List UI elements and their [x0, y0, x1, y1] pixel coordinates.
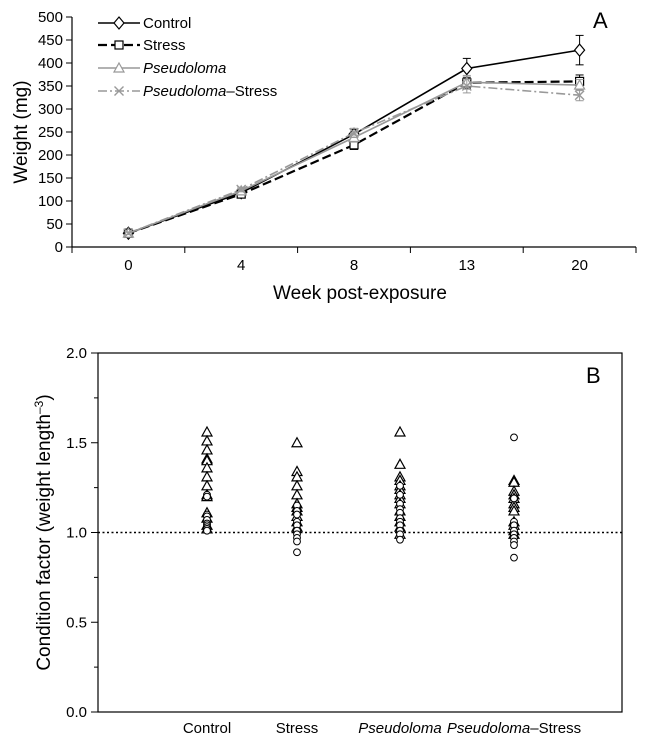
x-tick-label: 20 — [571, 257, 588, 274]
legend-label: Pseudoloma — [143, 60, 226, 77]
y-axis-title: Weight (mg) — [11, 80, 32, 183]
x-tick-label: 8 — [350, 257, 358, 274]
triangle-point — [290, 479, 304, 491]
data-point — [123, 228, 134, 239]
data-point — [236, 184, 247, 195]
y-tick-label: 350 — [38, 78, 63, 95]
triangle-point — [507, 504, 521, 516]
x-category-label: Stress — [276, 720, 319, 737]
y-tick-label: 500 — [38, 9, 63, 26]
circle-point — [510, 553, 518, 562]
legend-marker — [114, 40, 124, 50]
legend-label: Control — [143, 15, 191, 32]
data-point — [349, 127, 359, 138]
y-tick-label: 250 — [38, 124, 63, 141]
triangle-point — [290, 488, 304, 500]
legend-marker — [112, 61, 126, 73]
triangle-point — [393, 425, 407, 437]
circle-point — [396, 490, 404, 499]
circle-point — [510, 433, 518, 442]
y-tick-label: 400 — [38, 55, 63, 72]
data-point — [461, 81, 472, 91]
y-tick-label: 150 — [38, 170, 63, 187]
x-category-label: Pseudoloma–Stress — [447, 720, 581, 737]
x-category-label: Pseudoloma — [358, 720, 441, 737]
triangle-point — [290, 436, 304, 448]
x-tick-label: 13 — [458, 257, 475, 274]
x-category-label: Control — [183, 720, 231, 737]
circle-point — [510, 541, 518, 549]
data-point — [573, 78, 586, 90]
panel-label: A — [593, 8, 608, 33]
panel-label: B — [586, 363, 601, 388]
legend: Control Stress Pseudoloma Pseudoloma–Stress — [98, 15, 277, 100]
data-point — [574, 90, 585, 101]
circle-point — [293, 548, 301, 557]
circle-point — [510, 494, 518, 503]
y-tick-label: 200 — [38, 147, 63, 164]
triangle-point — [393, 458, 407, 469]
y-tick-label: 1.5 — [66, 435, 87, 452]
triangle-point — [200, 425, 214, 437]
series-line-1 — [128, 80, 580, 235]
circle-point — [293, 510, 301, 519]
legend-marker — [113, 16, 125, 30]
circle-point — [203, 526, 211, 535]
legend-label: Stress — [143, 37, 186, 54]
y-tick-label: 50 — [46, 216, 63, 233]
y-tick-label: 0 — [55, 239, 63, 256]
circle-point — [396, 535, 404, 544]
legend-marker — [114, 86, 124, 96]
data-point — [461, 61, 473, 76]
y-tick-label: 0.0 — [66, 704, 87, 721]
panel-b-condition-factor-chart: 0.0 0.5 1.0 1.5 2.0 Condition factor (weight … — [32, 345, 623, 737]
triangle-point — [200, 443, 214, 455]
y-tick-label: 450 — [38, 32, 63, 49]
y-tick-label: 2.0 — [66, 345, 87, 362]
x-tick-label: 4 — [237, 257, 245, 274]
data-point — [573, 43, 586, 58]
x-axis-title: Week post-exposure — [273, 283, 447, 304]
panel-a-weight-chart: 0 50 100 150 200 250 300 350 400 450 500 0 4 8 13 20 Wee… — [11, 8, 637, 304]
y-tick-label: 0.5 — [66, 614, 87, 631]
y-tick-label: 1.0 — [66, 525, 87, 542]
series-line-3 — [128, 85, 580, 234]
y-tick-label: 100 — [38, 193, 63, 210]
circle-point — [293, 537, 301, 546]
circle-point — [203, 492, 211, 501]
triangle-point — [200, 479, 214, 491]
triangle-point — [200, 470, 214, 482]
y-axis-title: Condition factor (weight length–3) — [32, 394, 55, 670]
y-tick-label: 300 — [38, 101, 63, 118]
x-tick-label: 0 — [124, 257, 132, 274]
triangle-point — [200, 434, 214, 446]
legend-label: Pseudoloma–Stress — [143, 83, 277, 100]
circle-point — [396, 481, 404, 490]
